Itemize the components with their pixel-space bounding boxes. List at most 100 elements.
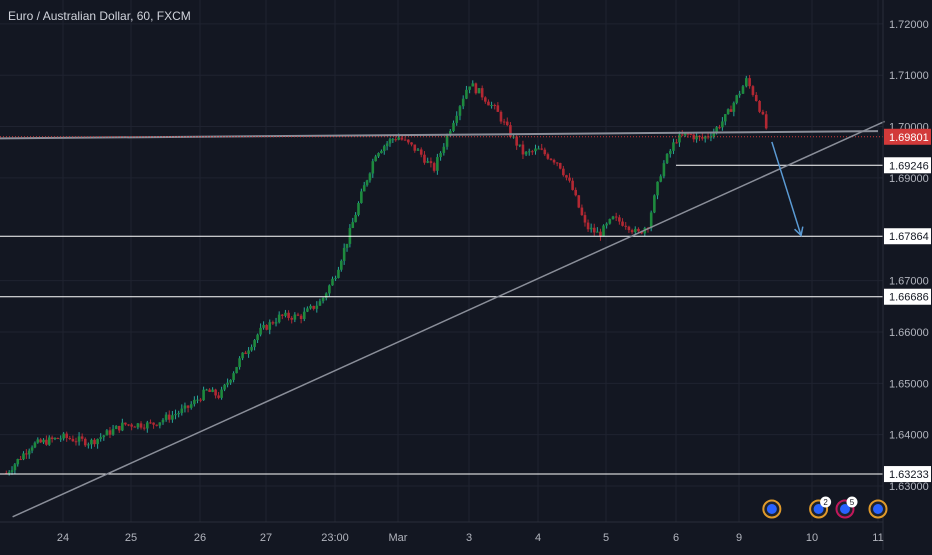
price-tick-label: 1.63000 bbox=[889, 481, 929, 493]
candle-body bbox=[452, 122, 455, 132]
resistance-line bbox=[0, 130, 879, 140]
candle-body bbox=[505, 121, 509, 126]
candle-body bbox=[436, 157, 439, 171]
candle-body bbox=[400, 137, 404, 140]
candle-body bbox=[199, 399, 202, 401]
price-axis[interactable]: 1.720001.710001.700001.690001.670001.660… bbox=[884, 19, 931, 493]
candle-body bbox=[360, 191, 363, 203]
candle-body bbox=[686, 133, 690, 135]
candle-body bbox=[114, 425, 118, 429]
candle-body bbox=[741, 86, 745, 94]
candle-body bbox=[351, 222, 355, 228]
candle-body bbox=[738, 93, 741, 96]
candle-body bbox=[262, 325, 265, 328]
candle-body bbox=[637, 228, 640, 232]
candle-body bbox=[47, 437, 51, 445]
event-count-text: 5 bbox=[850, 498, 855, 507]
ascending-trendline bbox=[12, 120, 885, 518]
candle-body bbox=[340, 260, 343, 270]
flag-icon bbox=[873, 504, 883, 514]
candle-body bbox=[487, 101, 490, 106]
candle-body bbox=[668, 150, 672, 154]
candle-body bbox=[354, 214, 357, 223]
candle-body bbox=[90, 439, 93, 445]
time-tick-label: 6 bbox=[673, 532, 679, 544]
candle-body bbox=[534, 148, 537, 152]
price-tick-label: 1.71000 bbox=[889, 70, 929, 82]
candle-body bbox=[318, 301, 322, 306]
event-count-badge bbox=[846, 496, 858, 508]
candle-body bbox=[161, 419, 165, 423]
candle-body bbox=[701, 137, 704, 139]
candle-body bbox=[368, 173, 372, 181]
candle-body bbox=[675, 142, 678, 144]
candle-body bbox=[244, 352, 247, 354]
candle-body bbox=[45, 439, 48, 445]
candle-body bbox=[87, 444, 90, 446]
level-price-label: 1.69246 bbox=[889, 160, 929, 172]
candle-body bbox=[662, 163, 666, 177]
candle-body bbox=[653, 195, 656, 213]
level-price-label: 1.66686 bbox=[889, 292, 929, 304]
candle-body bbox=[624, 225, 628, 227]
candle-body bbox=[136, 423, 140, 428]
candle-body bbox=[174, 414, 177, 416]
candle-body bbox=[196, 399, 199, 401]
candle-body bbox=[96, 438, 99, 445]
candles bbox=[5, 75, 768, 476]
candle-body bbox=[537, 148, 540, 150]
candle-body bbox=[618, 217, 621, 222]
candle-body bbox=[439, 152, 442, 158]
candle-body bbox=[715, 127, 718, 133]
candle-body bbox=[681, 134, 684, 136]
candle-body bbox=[695, 135, 698, 140]
level-price-label: 1.63233 bbox=[889, 469, 929, 481]
price-tick-label: 1.66000 bbox=[889, 327, 929, 339]
candle-body bbox=[345, 243, 349, 248]
candle-body bbox=[748, 78, 751, 87]
candle-body bbox=[268, 322, 272, 330]
candle-body bbox=[568, 177, 571, 181]
time-tick-label: 26 bbox=[194, 532, 206, 544]
candle-body bbox=[589, 227, 593, 230]
candle-body bbox=[302, 311, 306, 320]
drawings bbox=[0, 120, 885, 518]
candle-body bbox=[683, 133, 687, 136]
candle-body bbox=[758, 101, 761, 112]
candle-body bbox=[16, 459, 20, 465]
candle-body bbox=[290, 317, 294, 320]
price-tick-label: 1.69000 bbox=[889, 173, 929, 185]
candle-body bbox=[388, 139, 392, 144]
candle-body bbox=[442, 146, 446, 153]
flag-icon bbox=[766, 504, 777, 514]
candle-body bbox=[247, 350, 250, 354]
candle-body bbox=[146, 422, 149, 429]
candle-body bbox=[309, 305, 312, 309]
candle-body bbox=[102, 435, 106, 438]
candle-body bbox=[555, 162, 559, 164]
candle-body bbox=[726, 109, 730, 115]
candle-body bbox=[712, 132, 716, 137]
candle-body bbox=[68, 437, 72, 439]
candle-body bbox=[42, 439, 45, 443]
candle-body bbox=[709, 136, 713, 138]
candle-body bbox=[331, 278, 334, 286]
candle-body bbox=[232, 373, 235, 380]
candle-body bbox=[202, 389, 205, 401]
candle-body bbox=[385, 143, 389, 147]
candle-body bbox=[403, 139, 407, 141]
candle-body bbox=[649, 212, 653, 229]
candle-body bbox=[164, 414, 168, 420]
candle-body bbox=[732, 102, 736, 112]
candle-body bbox=[80, 436, 84, 439]
candle-body bbox=[665, 153, 669, 164]
event-count-text: 2 bbox=[823, 498, 828, 507]
candle-body bbox=[50, 437, 54, 440]
candle-body bbox=[10, 470, 14, 473]
candle-body bbox=[754, 94, 758, 102]
time-axis[interactable]: 24 25 26 27 23:00 Mar 3 4 5 6 9 10 11 bbox=[57, 532, 884, 544]
